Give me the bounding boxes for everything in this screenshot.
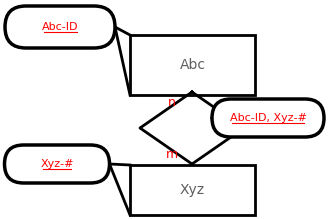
- Bar: [130, 35, 255, 95]
- Text: n: n: [168, 97, 176, 110]
- Polygon shape: [140, 92, 244, 164]
- Text: Xyz: Xyz: [180, 183, 205, 197]
- Bar: [130, 165, 255, 215]
- Text: m: m: [166, 148, 178, 161]
- FancyBboxPatch shape: [5, 6, 115, 48]
- Text: Abc-ID, Xyz-#: Abc-ID, Xyz-#: [230, 113, 307, 123]
- Text: Abc-ID: Abc-ID: [42, 22, 78, 32]
- FancyBboxPatch shape: [212, 99, 324, 137]
- FancyBboxPatch shape: [5, 145, 110, 183]
- Text: Abc: Abc: [180, 58, 206, 72]
- Text: Xyz-#: Xyz-#: [40, 159, 74, 169]
